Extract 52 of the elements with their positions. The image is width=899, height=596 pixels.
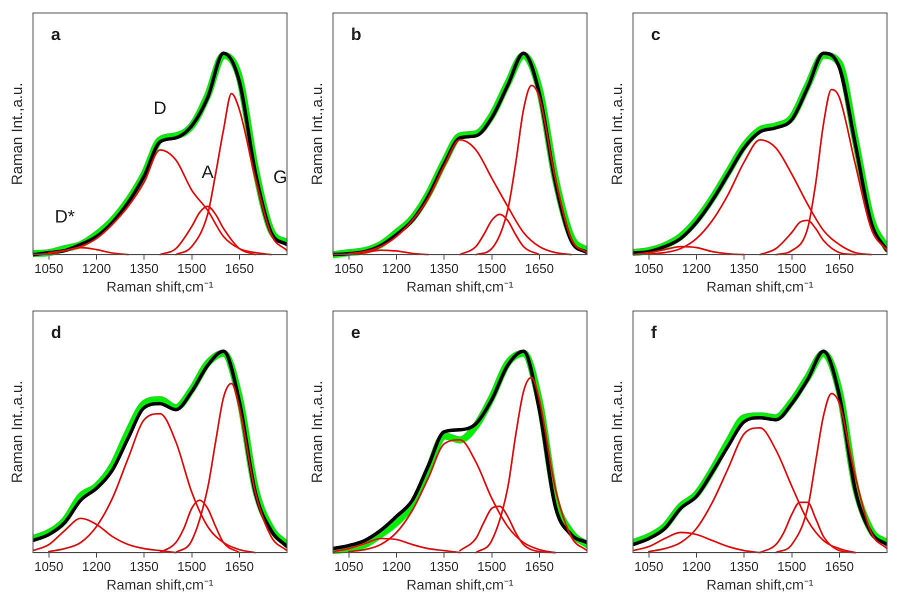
text: b	[351, 25, 362, 44]
y-axis-title: Raman Int.,a.u.	[9, 380, 26, 484]
x-axis-title: Raman shift,cm⁻¹	[706, 278, 814, 294]
x-tick-label: 1500	[177, 260, 206, 276]
x-tick-label: 1200	[382, 260, 411, 276]
x-tick-label: 1650	[524, 558, 554, 574]
x-tick-label: 1500	[177, 558, 206, 574]
text: d	[51, 323, 62, 342]
x-tick-label: 1500	[477, 260, 506, 276]
x-tick-label: 1650	[524, 260, 554, 276]
x-tick-label: 1050	[34, 558, 64, 574]
annotation: D*	[54, 206, 75, 227]
x-tick-label: 1050	[634, 558, 664, 574]
x-tick-label: 1350	[730, 558, 759, 574]
x-tick-label: 1050	[34, 260, 64, 276]
x-tick-label: 1500	[777, 260, 806, 276]
x-tick-label: 1200	[682, 558, 711, 574]
text: f	[651, 323, 657, 342]
x-tick-label: 1500	[777, 558, 806, 574]
x-tick-label: 1350	[730, 260, 759, 276]
text: c	[651, 25, 660, 44]
x-axis-title: Raman shift,cm⁻¹	[406, 278, 514, 294]
y-axis-title: Raman Int.,a.u.	[609, 82, 626, 186]
annotation: G	[273, 167, 288, 188]
x-tick-label: 1200	[82, 558, 111, 574]
x-tick-label: 1050	[334, 260, 364, 276]
x-tick-label: 1050	[334, 558, 364, 574]
x-axis-title: Raman shift,cm⁻¹	[106, 576, 214, 592]
y-axis-title: Raman Int.,a.u.	[9, 82, 26, 186]
text: a	[51, 25, 61, 44]
x-tick-label: 1050	[634, 260, 664, 276]
x-axis-title: Raman shift,cm⁻¹	[706, 576, 814, 592]
x-tick-label: 1350	[430, 260, 459, 276]
x-tick-label: 1200	[682, 260, 711, 276]
x-tick-label: 1500	[477, 558, 506, 574]
x-axis-title: Raman shift,cm⁻¹	[106, 278, 214, 294]
y-axis-title: Raman Int.,a.u.	[309, 380, 326, 484]
y-axis-title: Raman Int.,a.u.	[309, 82, 326, 186]
x-tick-label: 1650	[224, 260, 254, 276]
x-tick-label: 1650	[824, 260, 854, 276]
y-axis-title: Raman Int.,a.u.	[609, 380, 626, 484]
x-tick-label: 1350	[130, 558, 159, 574]
x-tick-label: 1350	[430, 558, 459, 574]
x-tick-label: 1200	[382, 558, 411, 574]
x-tick-label: 1650	[224, 558, 254, 574]
annotation: D	[154, 98, 166, 118]
x-axis-title: Raman shift,cm⁻¹	[406, 576, 514, 592]
annotation: A	[202, 162, 214, 182]
x-tick-label: 1650	[824, 558, 854, 574]
x-tick-label: 1350	[130, 260, 159, 276]
x-tick-label: 1200	[82, 260, 111, 276]
text: e	[351, 323, 360, 342]
